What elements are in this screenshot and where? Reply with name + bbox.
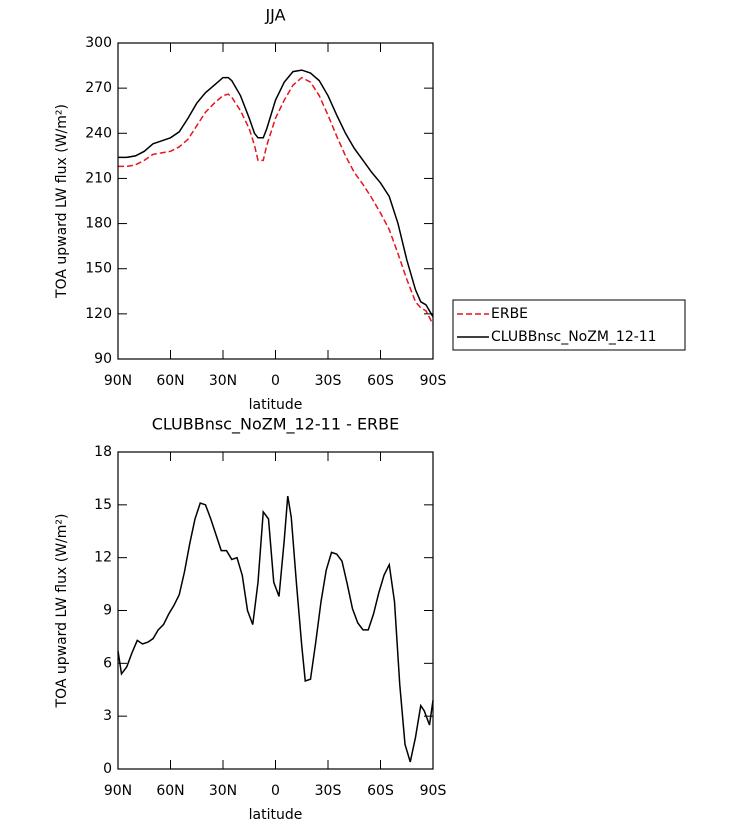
chart-title: CLUBBnsc_NoZM_12-11 - ERBE [152,415,400,435]
y-tick-label: 180 [85,216,112,232]
x-tick-label: 30S [315,783,342,799]
legend-label: ERBE [491,306,528,322]
y-tick-label: 240 [85,125,112,141]
y-axis-label: TOA upward LW flux (W/m²) [54,514,70,709]
y-axis-label: TOA upward LW flux (W/m²) [54,104,70,299]
x-tick-label: 90S [420,783,447,799]
x-tick-label: 60S [367,783,394,799]
x-tick-label: 90S [420,373,447,389]
y-tick-label: 6 [103,655,112,671]
x-tick-label: 60S [367,373,394,389]
y-tick-label: 9 [103,603,112,619]
y-tick-label: 0 [103,761,112,777]
y-tick-label: 90 [94,351,112,367]
y-tick-label: 300 [85,35,112,51]
y-tick-label: 3 [103,708,112,724]
plot-frame [117,451,434,770]
y-tick-label: 120 [85,306,112,322]
y-tick-label: 270 [85,80,112,96]
x-tick-label: 60N [156,373,184,389]
plot-frame [117,42,434,360]
y-tick-label: 18 [94,444,112,460]
x-tick-label: 0 [271,373,280,389]
data-line [118,69,434,318]
x-tick-label: 30S [315,373,342,389]
x-tick-label: 30N [209,373,237,389]
y-tick-label: 150 [85,261,112,277]
x-tick-label: 30N [209,783,237,799]
x-tick-label: 60N [156,783,184,799]
legend-box [452,299,686,351]
x-axis-label: latitude [249,397,303,413]
data-line [117,495,434,763]
chart-title: JJA [264,6,285,25]
data-line [118,76,434,325]
y-tick-label: 12 [94,550,112,566]
legend-label: CLUBBnsc_NoZM_12-11 [491,329,657,345]
y-tick-label: 15 [94,497,112,513]
x-axis-label: latitude [249,807,303,823]
y-tick-label: 210 [85,170,112,186]
x-tick-label: 90N [104,783,132,799]
x-tick-label: 0 [271,783,280,799]
x-tick-label: 90N [104,373,132,389]
